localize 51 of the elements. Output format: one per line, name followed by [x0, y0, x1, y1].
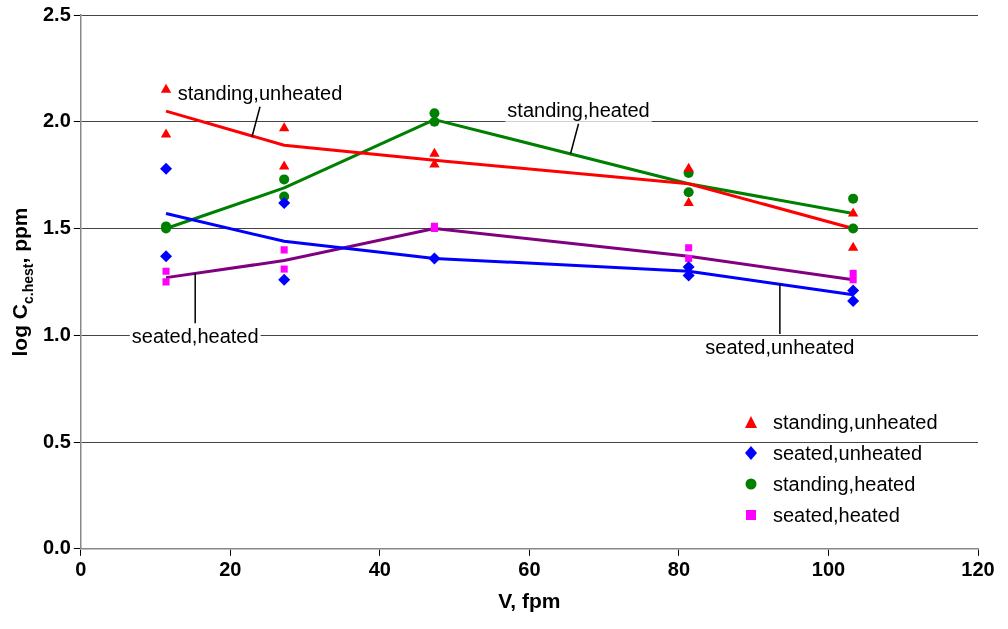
point — [683, 187, 694, 198]
point — [160, 162, 173, 175]
point — [279, 174, 290, 185]
x-tick-label: 80 — [667, 558, 691, 581]
x-axis-title: V, fpm — [498, 589, 561, 613]
legend-label: standing,heated — [773, 472, 916, 496]
point — [278, 273, 291, 286]
x-tick-label: 0 — [75, 558, 87, 581]
annotation: seated,unheated — [705, 335, 855, 358]
point — [428, 252, 441, 265]
point — [848, 193, 859, 204]
y-tick-label: 0.0 — [42, 536, 71, 559]
point — [278, 160, 290, 170]
annotation: standing,heated — [507, 99, 650, 122]
legend-label: seated,heated — [773, 503, 900, 527]
y-tick-label: 0.5 — [42, 429, 71, 452]
point — [429, 147, 440, 157]
point — [685, 254, 693, 262]
point — [278, 196, 291, 209]
point — [847, 284, 860, 297]
point — [685, 244, 693, 252]
point — [847, 207, 859, 217]
annotation: seated,heated — [131, 324, 259, 347]
legend-label: standing,unheated — [773, 410, 938, 434]
point — [848, 223, 859, 234]
point — [429, 108, 440, 119]
point — [847, 241, 859, 251]
point — [280, 246, 288, 254]
x-tick-label: 120 — [961, 558, 995, 581]
point — [278, 122, 290, 132]
y-tick-label: 1.0 — [42, 322, 71, 345]
point — [160, 250, 173, 263]
point — [160, 128, 172, 138]
point — [160, 83, 172, 93]
y-tick-label: 1.5 — [42, 216, 71, 239]
point — [429, 116, 440, 127]
point — [162, 267, 170, 275]
point — [683, 196, 694, 206]
annotation: standing,unheated — [177, 82, 343, 105]
point — [280, 265, 288, 273]
x-tick-label: 20 — [219, 558, 242, 581]
x-tick-label: 40 — [368, 558, 391, 581]
y-tick-label: 2.0 — [42, 109, 71, 132]
point — [847, 295, 860, 308]
point — [849, 276, 857, 284]
point — [162, 278, 170, 286]
point — [683, 162, 694, 172]
y-tick-label: 2.5 — [42, 2, 71, 25]
x-tick-label: 100 — [811, 558, 846, 581]
x-tick-label: 60 — [518, 558, 541, 581]
legend-label: seated,unheated — [773, 441, 923, 465]
